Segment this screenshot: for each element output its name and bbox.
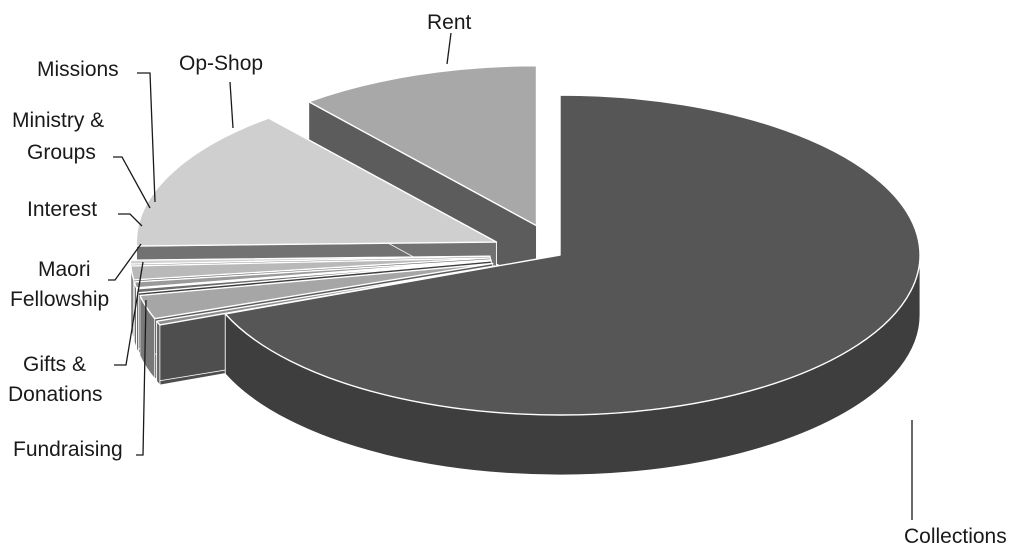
leader-ministry (113, 156, 151, 209)
slice-top (224, 94, 921, 416)
leader-missions (137, 72, 156, 203)
slice-top (130, 257, 492, 281)
label-fundraising: Fundraising (13, 438, 123, 461)
slice-top (308, 64, 538, 227)
slice-labels: Collections Fundraising Gifts & Donation… (8, 11, 1007, 548)
label-collections: Collections (904, 525, 1007, 548)
label-interest: Interest (27, 198, 97, 221)
label-maori-line1: Maori (38, 258, 91, 281)
label-ministry-line2: Groups (27, 141, 96, 164)
leader-gifts (114, 261, 144, 366)
label-gifts-line1: Gifts & (23, 353, 86, 376)
slice-top (135, 117, 498, 247)
label-gifts-line2: Donations (8, 383, 103, 406)
slice-top (129, 255, 491, 265)
pie-slice-collections (224, 94, 921, 476)
leader-maori (108, 243, 142, 281)
slice-outer-side (156, 320, 161, 386)
label-missions: Missions (37, 58, 119, 81)
leader-fundraising (136, 299, 147, 456)
label-ministry-line1: Ministry & (12, 109, 104, 132)
slice-top (133, 259, 492, 289)
label-rent: Rent (427, 11, 472, 34)
pie-slices (129, 64, 921, 476)
leader-interest (118, 213, 143, 227)
leader-lines (108, 32, 913, 520)
leader-rent (446, 32, 452, 65)
label-opshop: Op-Shop (179, 52, 263, 75)
label-maori-line2: Fellowship (10, 288, 109, 311)
leader-opshop (229, 81, 234, 129)
